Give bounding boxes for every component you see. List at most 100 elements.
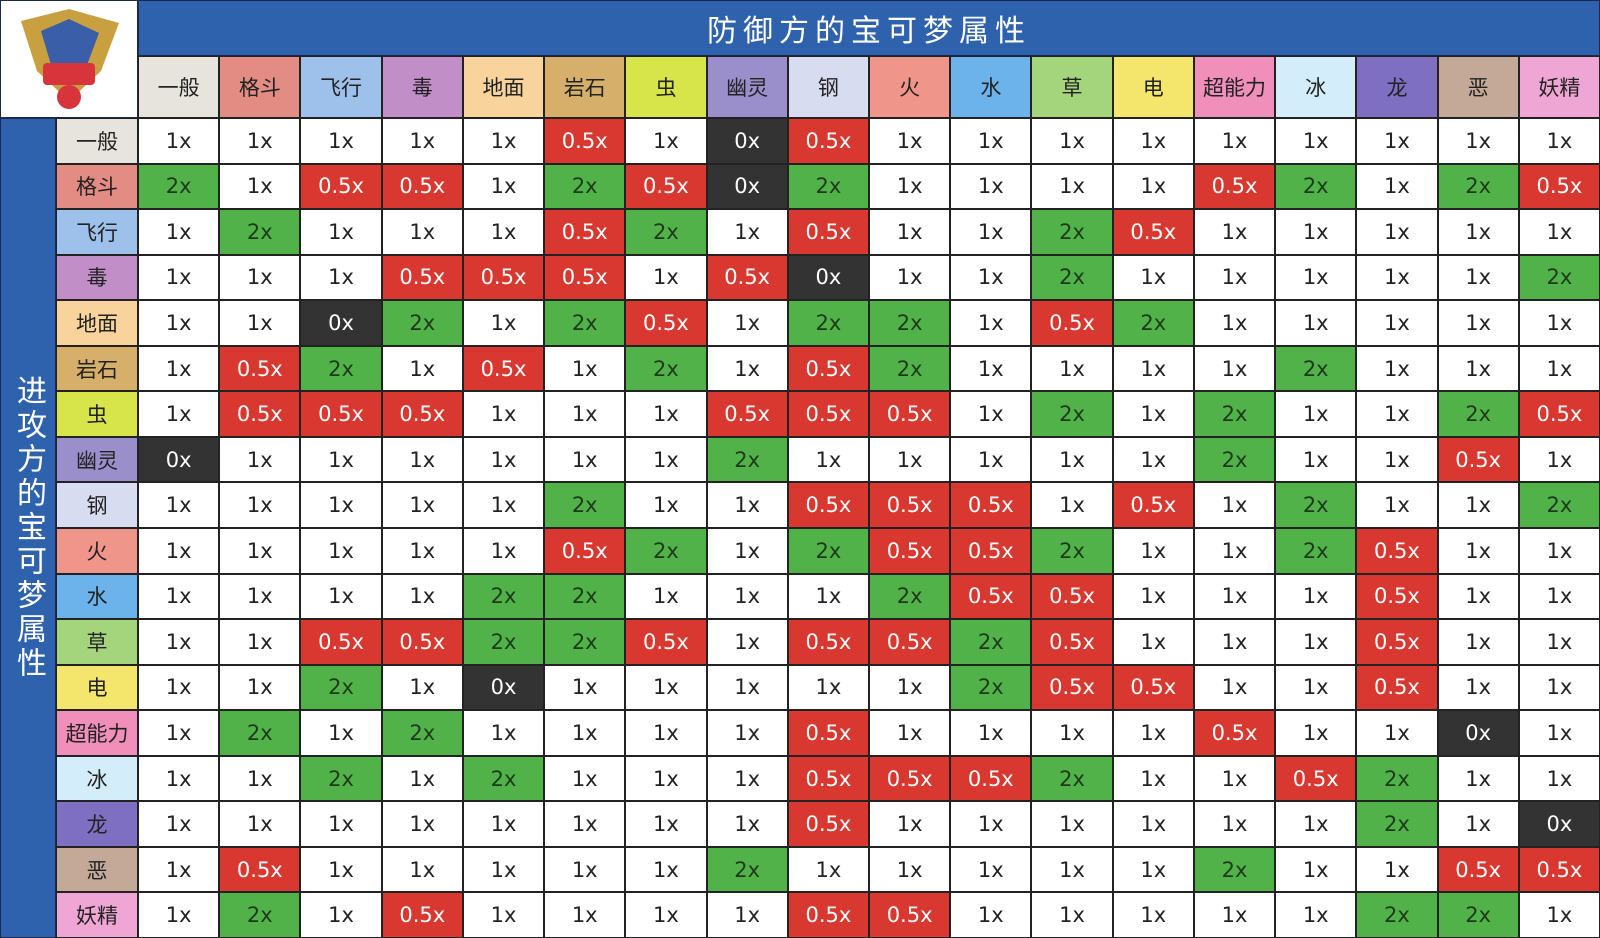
effect-cell: 1x — [544, 755, 626, 802]
effect-cell: 1x — [1518, 755, 1600, 802]
row-type: 一般 — [56, 118, 138, 164]
column-type: 岩石 — [544, 56, 626, 118]
effect-cell: 0.5x — [1031, 573, 1113, 620]
effect-cell: 1x — [1437, 801, 1519, 847]
row-type: 虫 — [56, 391, 138, 437]
effect-cell: 1x — [544, 391, 626, 437]
effect-cell: 0.5x — [1112, 664, 1194, 711]
column-type: 电 — [1112, 56, 1194, 118]
effect-cell: 1x — [1031, 482, 1113, 528]
effect-cell: 1x — [869, 801, 951, 847]
column-type: 虫 — [625, 56, 707, 118]
effect-cell: 1x — [1356, 300, 1438, 346]
effect-cell: 2x — [219, 209, 301, 255]
effect-cell: 0.5x — [219, 345, 301, 392]
effect-cell: 1x — [1112, 619, 1194, 665]
effect-cell: 1x — [381, 801, 463, 847]
effect-cell: 1x — [219, 528, 301, 574]
effect-cell: 1x — [706, 528, 788, 574]
effect-cell: 1x — [1437, 619, 1519, 665]
effect-cell: 1x — [219, 801, 301, 847]
effect-cell: 1x — [625, 664, 707, 711]
effect-cell: 1x — [787, 846, 869, 893]
effect-cell: 0.5x — [1518, 391, 1600, 437]
effect-cell: 1x — [219, 664, 301, 711]
effect-cell: 1x — [381, 846, 463, 893]
effect-cell: 1x — [1031, 345, 1113, 392]
column-type: 龙 — [1356, 56, 1438, 118]
effect-cell: 1x — [1356, 345, 1438, 392]
row-type: 冰 — [56, 755, 138, 802]
effect-cell: 0.5x — [869, 482, 951, 528]
effect-cell: 0x — [706, 118, 788, 164]
effect-cell: 0.5x — [706, 391, 788, 437]
effect-cell: 1x — [1518, 710, 1600, 756]
effect-cell: 1x — [1112, 436, 1194, 483]
effect-cell: 1x — [381, 528, 463, 574]
effect-cell: 0.5x — [381, 254, 463, 301]
effect-cell: 1x — [300, 528, 382, 574]
column-type: 飞行 — [300, 56, 382, 118]
effect-cell: 1x — [1275, 846, 1357, 893]
effect-cell: 1x — [1518, 664, 1600, 711]
effect-cell: 2x — [1193, 391, 1276, 437]
effect-cell: 1x — [462, 163, 545, 210]
effect-cell: 1x — [869, 209, 951, 255]
effect-cell: 2x — [544, 573, 626, 620]
effect-cell: 1x — [1193, 619, 1276, 665]
effect-cell: 1x — [1275, 892, 1357, 938]
effect-cell: 1x — [138, 801, 220, 847]
effect-cell: 1x — [1275, 209, 1357, 255]
effect-cell: 0.5x — [787, 619, 869, 665]
effect-cell: 1x — [625, 801, 707, 847]
effect-cell: 2x — [1437, 391, 1519, 437]
effect-cell: 1x — [706, 664, 788, 711]
effect-cell: 2x — [1275, 345, 1357, 392]
row-type: 飞行 — [56, 209, 138, 255]
effect-cell: 2x — [1275, 528, 1357, 574]
effect-cell: 1x — [300, 846, 382, 893]
effect-cell: 2x — [950, 664, 1032, 711]
effect-cell: 1x — [869, 436, 951, 483]
row-type: 电 — [56, 664, 138, 711]
effect-cell: 1x — [462, 300, 545, 346]
effect-cell: 1x — [950, 118, 1032, 164]
effect-cell: 1x — [950, 345, 1032, 392]
column-type: 恶 — [1437, 56, 1519, 118]
effect-cell: 1x — [1275, 254, 1357, 301]
effect-cell: 0.5x — [787, 755, 869, 802]
effect-cell: 1x — [1193, 892, 1276, 938]
effect-cell: 0.5x — [1112, 209, 1194, 255]
effect-cell: 1x — [219, 300, 301, 346]
effect-cell: 0.5x — [381, 892, 463, 938]
effect-cell: 1x — [950, 209, 1032, 255]
effect-cell: 1x — [462, 846, 545, 893]
row-type: 超能力 — [56, 710, 138, 756]
effect-cell: 1x — [1275, 391, 1357, 437]
effect-cell: 2x — [544, 300, 626, 346]
effect-cell: 2x — [1518, 254, 1600, 301]
effect-cell: 2x — [300, 664, 382, 711]
effect-cell: 1x — [381, 345, 463, 392]
effect-cell: 1x — [706, 300, 788, 346]
effect-cell: 0x — [787, 254, 869, 301]
effect-cell: 1x — [1356, 482, 1438, 528]
effect-cell: 0.5x — [787, 118, 869, 164]
effect-cell: 1x — [1518, 209, 1600, 255]
effect-cell: 0.5x — [219, 391, 301, 437]
effect-cell: 1x — [1437, 573, 1519, 620]
effect-cell: 1x — [1112, 846, 1194, 893]
effect-cell: 1x — [462, 892, 545, 938]
effect-cell: 1x — [1356, 163, 1438, 210]
effect-cell: 1x — [381, 573, 463, 620]
effect-cell: 2x — [1112, 300, 1194, 346]
effect-cell: 1x — [138, 664, 220, 711]
effect-cell: 0.5x — [869, 528, 951, 574]
effect-cell: 2x — [462, 619, 545, 665]
effect-cell: 0.5x — [544, 209, 626, 255]
effect-cell: 2x — [787, 163, 869, 210]
effect-cell: 1x — [138, 345, 220, 392]
effect-cell: 1x — [381, 755, 463, 802]
effect-cell: 1x — [1031, 892, 1113, 938]
row-type: 地面 — [56, 300, 138, 346]
